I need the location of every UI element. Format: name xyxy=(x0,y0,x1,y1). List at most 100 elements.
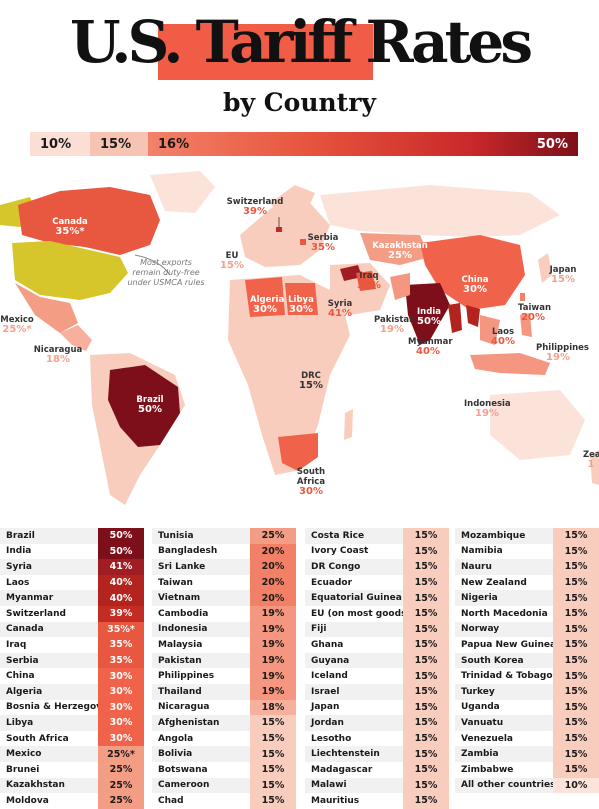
tariff-rate-cell: 15% xyxy=(403,793,449,809)
map-label-myanmar: Myanmar 40% xyxy=(408,337,453,357)
country-name: Cameroon xyxy=(158,780,210,791)
table-row: Philippines 19% xyxy=(152,668,296,684)
table-row: Nicaragua 18% xyxy=(152,699,296,716)
scale-segment-15: 15% xyxy=(90,132,148,156)
tariff-rate-cell: 20% xyxy=(250,543,296,560)
tariff-rate-cell: 15% xyxy=(403,559,449,575)
kazakhstan-shape xyxy=(360,233,430,265)
table-row: Bolivia 15% xyxy=(152,746,296,762)
table-row: Mozambique 15% xyxy=(455,528,599,544)
table-row: Lesotho 15% xyxy=(305,730,449,747)
table-row: Ecuador 15% xyxy=(305,574,449,591)
tariff-rate-cell: 15% xyxy=(553,683,599,700)
tariff-rate-cell: 15% xyxy=(553,652,599,669)
tariff-rate-cell: 15% xyxy=(403,699,449,716)
tariff-rate-cell: 50% xyxy=(98,528,144,544)
tariff-rate-cell: 25%* xyxy=(98,746,144,762)
india-shape xyxy=(405,283,450,345)
map-label-iraq: Iraq 35% xyxy=(357,271,381,291)
china-shape xyxy=(420,235,525,310)
country-name: Norway xyxy=(461,624,500,635)
usmca-note-line-2: remain duty-free xyxy=(132,268,200,277)
usa-shape xyxy=(12,241,128,300)
tariff-rate-cell: 25% xyxy=(98,777,144,794)
table-row: Bosnia & Herzegovina30% xyxy=(0,699,144,716)
title-block: U.S. Tariff Rates by Country xyxy=(0,0,599,130)
table-row: Angola 15% xyxy=(152,730,296,747)
tariff-rate-cell: 30% xyxy=(98,668,144,684)
table-row: Namibia 15% xyxy=(455,543,599,560)
table-row: Israel 15% xyxy=(305,683,449,700)
usmca-note-line-3: under USMCA rules xyxy=(127,278,205,287)
tariff-rate-cell: 15% xyxy=(250,793,296,809)
table-column: Brazil 50% India 50% Syria 41% Laos 40% Myanmar 4… xyxy=(0,528,144,809)
map-label-serbia: Serbia 35% xyxy=(307,233,339,253)
map-label-mexico: Mexico 25%* xyxy=(0,315,34,335)
country-name: Malawi xyxy=(311,780,347,791)
table-row: Pakistan 19% xyxy=(152,652,296,669)
country-name: Venezuela xyxy=(461,733,513,744)
tariff-rate-cell: 20% xyxy=(250,590,296,606)
tariff-rate-cell: 30% xyxy=(98,683,144,700)
map-label-philippines: Philippines 19% xyxy=(536,343,589,363)
tariff-rate-cell: 15% xyxy=(250,761,296,778)
country-name: Fiji xyxy=(311,624,327,635)
country-name: Pakistan xyxy=(158,655,202,666)
tariff-rate-cell: 41% xyxy=(98,559,144,575)
world-map: Canada 35%* Mexico 25%* Nicaragua 18% Brazi… xyxy=(0,165,599,515)
country-name: North Macedonia xyxy=(461,608,548,619)
table-row: Guyana 15% xyxy=(305,652,449,669)
usmca-note: Most exports remain duty-free under USMC… xyxy=(124,258,208,288)
map-label-eu: EU 15% xyxy=(220,251,244,271)
greenland-shape xyxy=(150,171,215,213)
tariff-rate-cell: 15% xyxy=(553,590,599,606)
country-name: Mauritius xyxy=(311,795,360,806)
tariff-rate-cell: 15% xyxy=(250,777,296,794)
country-name: Nauru xyxy=(461,561,492,572)
tariff-rate-cell: 20% xyxy=(250,574,296,591)
table-row: Taiwan 20% xyxy=(152,574,296,591)
table-row: Jordan 15% xyxy=(305,715,449,731)
map-label-indonesia: Indonesia 19% xyxy=(464,399,511,419)
tariff-rate-cell: 15% xyxy=(553,605,599,622)
map-label-laos: Laos 40% xyxy=(491,327,515,347)
country-name: Brunei xyxy=(6,764,40,775)
europe-shape xyxy=(240,203,330,267)
country-name: Iceland xyxy=(311,671,348,682)
table-row: Moldova 25% xyxy=(0,793,144,809)
table-row: Papua New Guinea 15% xyxy=(455,637,599,653)
tariff-rate-cell: 18% xyxy=(250,699,296,716)
table-row: India 50% xyxy=(0,543,144,560)
scale-label-15: 15% xyxy=(100,136,132,152)
tariff-rate-cell: 15% xyxy=(403,528,449,544)
country-name: Kazakhstan xyxy=(6,780,65,791)
country-name: Botswana xyxy=(158,764,208,775)
tariff-rate-cell: 15% xyxy=(403,777,449,794)
country-name: Jordan xyxy=(311,717,344,728)
table-row: Venezuela 15% xyxy=(455,730,599,747)
country-name: Canada xyxy=(6,624,44,635)
map-label-nz: Zeal1 xyxy=(583,450,599,470)
tariff-rate-cell: 25% xyxy=(98,793,144,809)
country-name: Bangladesh xyxy=(158,546,218,557)
tariff-rate-cell: 15% xyxy=(553,699,599,716)
table-row: New Zealand 15% xyxy=(455,574,599,591)
table-row: Mauritius 15% xyxy=(305,793,449,809)
scale-segment-10: 10% xyxy=(30,132,90,156)
southafrica-shape xyxy=(278,433,318,471)
table-row: DR Congo 15% xyxy=(305,559,449,575)
table-row: Tunisia 25% xyxy=(152,528,296,544)
rate-scale-legend: 10% 15% 16% 50% xyxy=(30,132,578,156)
map-label-china: China 30% xyxy=(461,275,489,295)
tariff-rate-cell: 15% xyxy=(403,730,449,747)
iraq-shape xyxy=(356,271,376,291)
country-name: Ghana xyxy=(311,639,344,650)
table-row: Nigeria 15% xyxy=(455,590,599,606)
table-row: Bangladesh 20% xyxy=(152,543,296,560)
country-name: South Africa xyxy=(6,733,69,744)
switzerland-shape xyxy=(276,227,282,232)
table-row: Iraq 35% xyxy=(0,637,144,653)
tariff-rate-cell: 19% xyxy=(250,605,296,622)
country-name: Equatorial Guinea xyxy=(311,593,402,604)
map-label-drc: DRC 15% xyxy=(299,371,323,391)
